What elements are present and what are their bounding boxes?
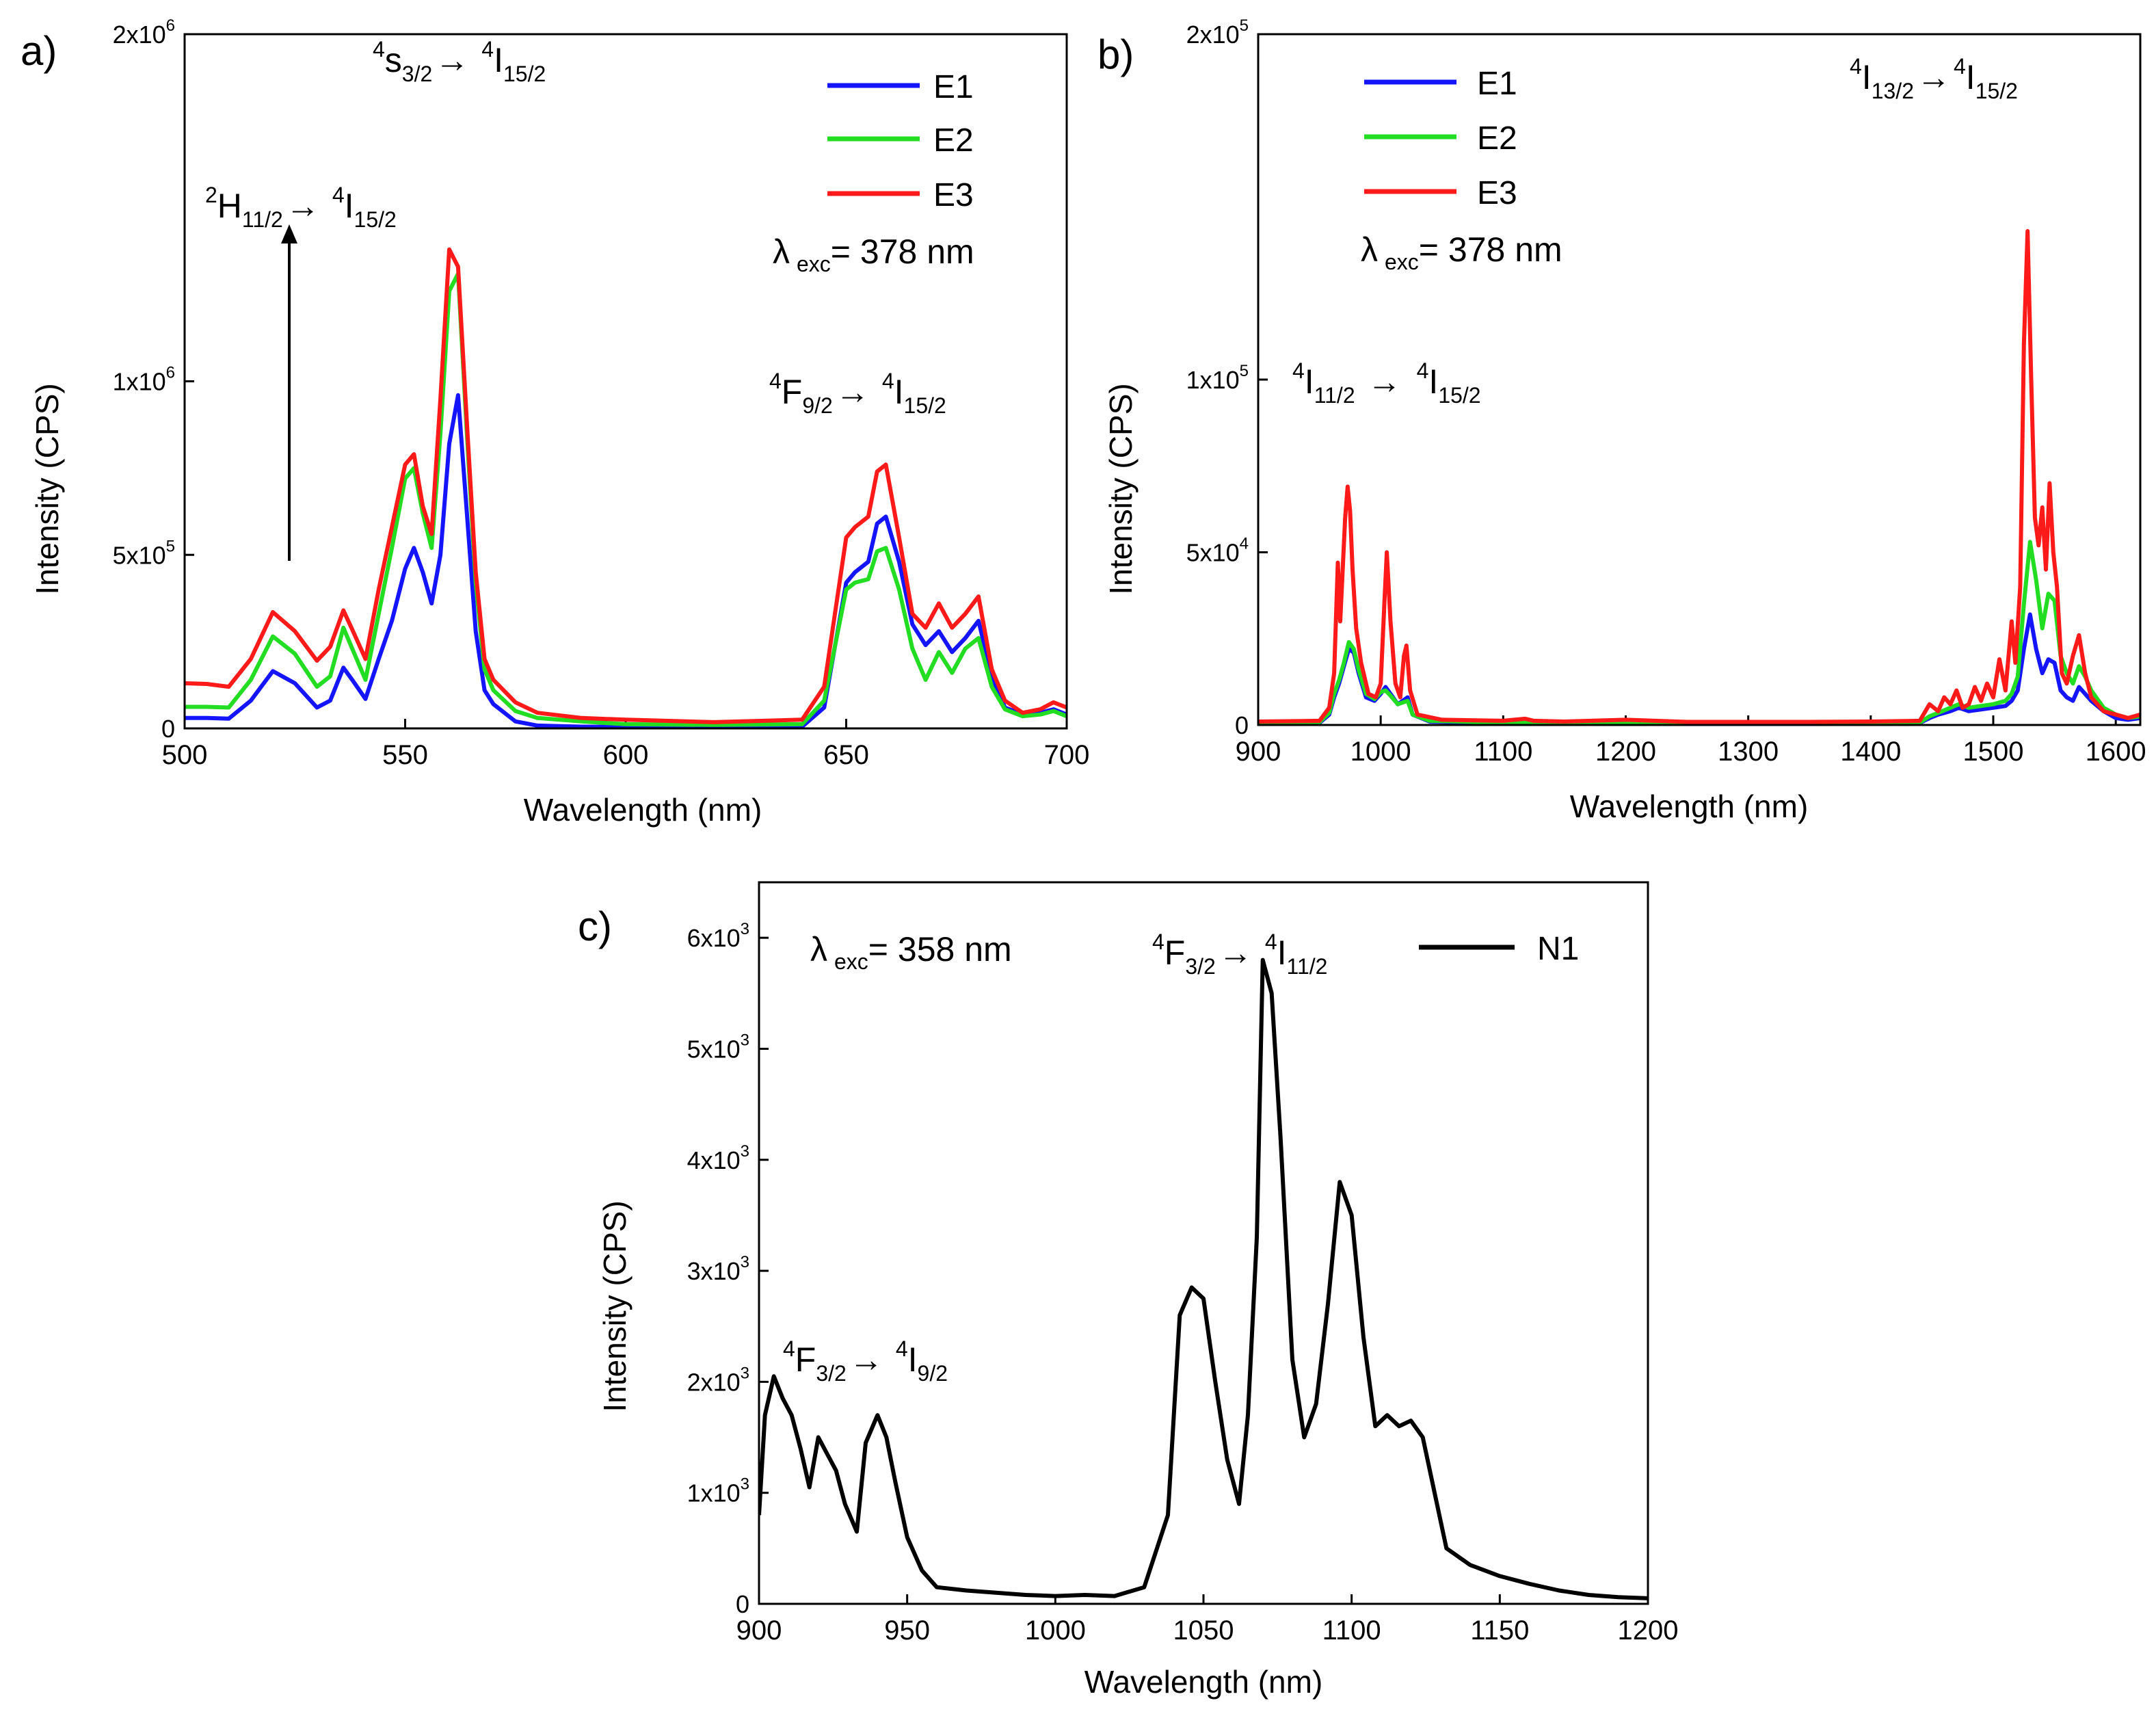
y-tick-label: 0: [161, 715, 175, 743]
panel-a-ylabel: Intensity (CPS): [29, 383, 65, 594]
y-tick-label: 2x103: [687, 1364, 749, 1396]
y-tick-label: 1x103: [687, 1475, 749, 1507]
x-tick-label: 1100: [1322, 1615, 1381, 1646]
panel-a-series: [185, 247, 1067, 728]
x-tick-label: 550: [382, 740, 428, 770]
y-tick-label: 2x106: [113, 16, 175, 49]
series-E2-line: [1258, 540, 2140, 725]
x-tick-label: 700: [1044, 740, 1090, 770]
panel-c-annot-4I11: 4F3/2→ 4I11/2: [1152, 929, 1327, 979]
x-tick-label: 650: [823, 740, 869, 770]
x-tick-label: 950: [884, 1615, 930, 1646]
y-tick-label: 3x103: [687, 1253, 749, 1285]
x-tick-label: 1100: [1474, 737, 1532, 767]
panel-c-excitation: λ exc= 358 nm: [810, 930, 1012, 974]
y-tick-label: 5x105: [113, 537, 175, 569]
panel-c-series: [759, 958, 1648, 1600]
series-E2-line: [185, 272, 1067, 727]
y-tick-label: 5x104: [1186, 535, 1249, 567]
panel-b-label: b): [1097, 31, 1134, 77]
x-tick-label: 1150: [1470, 1615, 1529, 1646]
legend-a-E2-label: E2: [933, 122, 974, 159]
panel-c-xlabel: Wavelength (nm): [1084, 1664, 1323, 1700]
series-N1-line: [759, 958, 1648, 1600]
x-tick-label: 1500: [1963, 737, 2024, 767]
panel-a-legend: E1 E2 E3: [827, 69, 974, 213]
x-tick-label: 900: [736, 1615, 782, 1646]
x-tick-label: 500: [162, 740, 208, 770]
panel-a: a) 500 550 600 650 700 0 5x105 1x106 2x106 Wavel…: [21, 16, 1089, 828]
y-tick-label: 0: [736, 1590, 749, 1618]
y-tick-label: 2x105: [1186, 16, 1249, 49]
panel-a-ticks: 500 550 600 650 700 0 5x105 1x106 2x106: [113, 16, 1090, 770]
legend-a-E3-label: E3: [933, 177, 974, 213]
x-tick-label: 1000: [1350, 737, 1411, 767]
panel-c-annot-4I9: 4F3/2→ 4I9/2: [783, 1336, 948, 1386]
panel-a-annot-4F: 4F9/2→ 4I15/2: [769, 369, 946, 418]
legend-b-E1-label: E1: [1477, 66, 1517, 102]
panel-b-frame: [1257, 33, 2142, 726]
panel-a-frame: [183, 33, 1068, 730]
y-tick-label: 0: [1235, 711, 1249, 739]
panel-b-annot-4I13: 4I13/2→ 4I15/2: [1850, 54, 2018, 103]
panel-a-peak-arrow-head: [281, 224, 297, 243]
panel-c-frame: [758, 881, 1649, 1605]
x-tick-label: 1200: [1595, 737, 1656, 767]
series-E3-line: [185, 247, 1067, 724]
y-tick-label: 4x103: [687, 1142, 749, 1174]
legend-c-N1-label: N1: [1537, 931, 1579, 967]
legend-b-E3-label: E3: [1477, 175, 1517, 211]
x-tick-label: 1300: [1718, 737, 1779, 767]
x-tick-label: 1050: [1173, 1615, 1234, 1646]
panel-c-label: c): [578, 903, 612, 949]
x-tick-label: 1000: [1025, 1615, 1086, 1646]
legend-b-E2-label: E2: [1477, 120, 1517, 157]
panel-c-ylabel: Intensity (CPS): [597, 1200, 633, 1412]
panel-c: c) 900 950 1000 1050 1100 1150 1200 0 1x103 2x103…: [578, 881, 1679, 1700]
y-tick-label: 1x105: [1186, 362, 1249, 394]
panel-c-ticks: 900 950 1000 1050 1100 1150 1200 0 1x103 2x103 3x1…: [687, 920, 1679, 1646]
panel-b: b) 900 1000 1100 1200 1300 1400 1500 1600 0 5x104…: [1097, 16, 2146, 824]
panel-a-xlabel: Wavelength (nm): [524, 792, 762, 828]
x-tick-label: 1600: [2086, 737, 2146, 767]
panel-b-xlabel: Wavelength (nm): [1570, 789, 1809, 824]
x-tick-label: 1400: [1840, 737, 1901, 767]
y-tick-label: 1x106: [113, 364, 175, 396]
panel-c-legend: N1: [1419, 931, 1579, 967]
panel-a-label: a): [21, 28, 57, 74]
x-tick-label: 1200: [1618, 1615, 1679, 1646]
panel-b-ylabel: Intensity (CPS): [1103, 383, 1139, 594]
y-tick-label: 6x103: [687, 920, 749, 952]
series-E1-line: [185, 393, 1067, 728]
panel-b-excitation: λ exc= 378 nm: [1361, 230, 1562, 274]
legend-a-E1-label: E1: [933, 69, 974, 105]
panel-a-excitation: λ exc= 378 nm: [773, 233, 974, 276]
panel-b-annot-4I11: 4I11/2 → 4I15/2: [1292, 358, 1481, 408]
y-tick-label: 5x103: [687, 1031, 749, 1063]
panel-a-annot-4S: 4s3/2→ 4I15/2: [373, 37, 546, 86]
panel-a-annot-2H: 2H11/2→ 4I15/2: [205, 183, 397, 232]
x-tick-label: 600: [603, 740, 649, 770]
panel-b-series: [1258, 228, 2140, 725]
x-tick-label: 900: [1236, 737, 1281, 767]
series-E3-line: [1258, 228, 2140, 724]
panel-b-legend: E1 E2 E3: [1364, 66, 1517, 211]
panel-b-ticks: 900 1000 1100 1200 1300 1400 1500 1600 0 5x104 1x1…: [1186, 16, 2146, 767]
